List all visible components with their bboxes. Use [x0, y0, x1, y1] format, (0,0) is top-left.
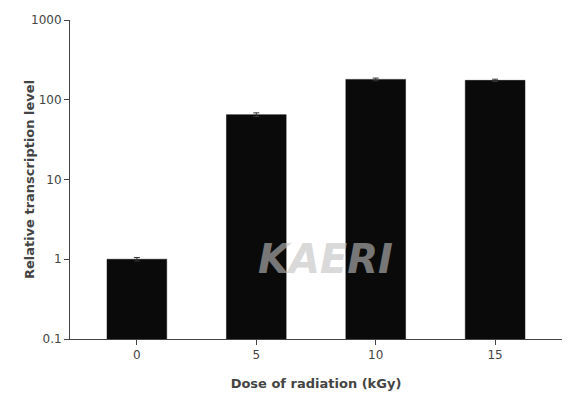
svg-text:Relative transcription level: Relative transcription level: [22, 80, 37, 279]
svg-text:1: 1: [54, 252, 62, 266]
svg-text:10: 10: [46, 173, 61, 187]
svg-text:Dose of radiation (kGy): Dose of radiation (kGy): [231, 376, 402, 391]
svg-text:0: 0: [133, 348, 141, 362]
svg-text:10: 10: [368, 348, 383, 362]
svg-text:5: 5: [252, 348, 260, 362]
svg-text:KAERI: KAERI: [258, 236, 393, 282]
svg-text:100: 100: [39, 93, 62, 107]
svg-text:15: 15: [487, 348, 502, 362]
svg-text:0.1: 0.1: [43, 332, 62, 346]
svg-text:1000: 1000: [31, 13, 62, 27]
